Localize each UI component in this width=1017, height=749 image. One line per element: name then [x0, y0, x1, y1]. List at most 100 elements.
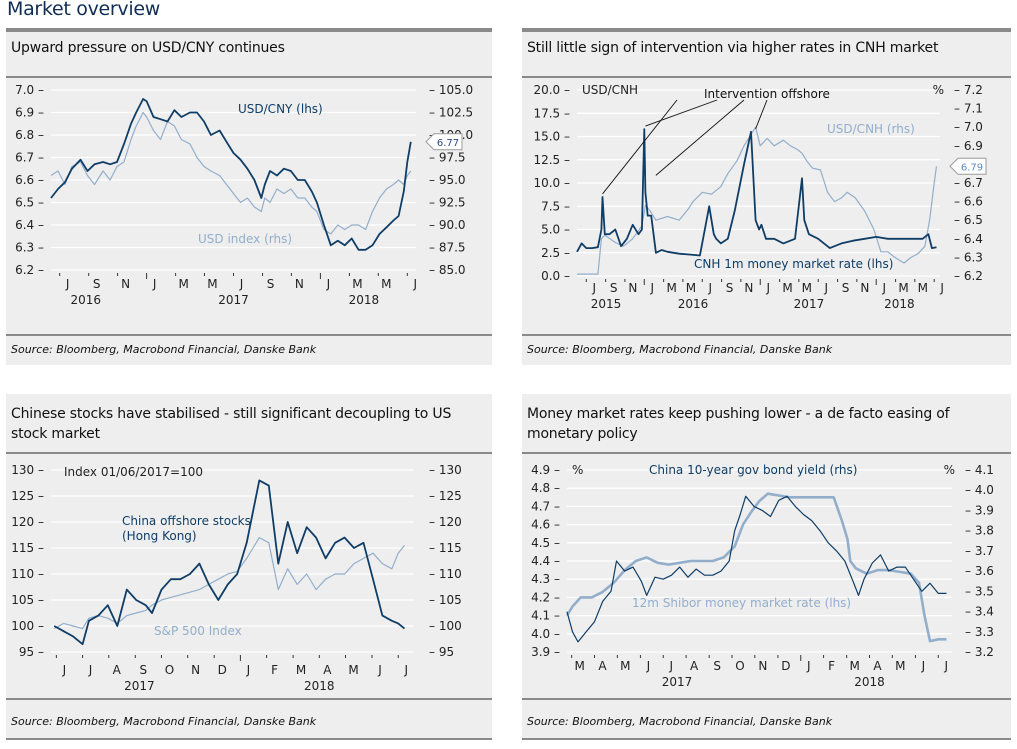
left-axis-tick-label: 17.5 – — [533, 106, 570, 120]
right-axis-tick-label: – 4.0 — [965, 483, 994, 497]
left-axis-tick-label: 4.1 – — [531, 609, 560, 623]
series-annotation: USD/CNH (rhs) — [827, 122, 915, 136]
x-tick-label: M — [381, 277, 391, 291]
series-line-cnh-1m-money-market-rate-lhs- — [576, 128, 937, 257]
x-tick-label: S — [610, 281, 618, 295]
series-annotation: China 10-year gov bond yield (rhs) — [649, 463, 857, 477]
series-annotation: USD index (rhs) — [198, 232, 292, 246]
x-tick-label: D — [781, 659, 790, 673]
x-tick-label: N — [744, 281, 753, 295]
x-tick-label: M — [898, 281, 908, 295]
chart-title: Still little sign of intervention via hi… — [527, 40, 939, 56]
x-tick-label: S — [713, 659, 721, 673]
right-axis-tick-label: – 90.0 — [429, 218, 466, 232]
title-divider — [522, 452, 1011, 454]
year-label: 2015 — [591, 297, 622, 311]
x-tick-label: A — [113, 663, 122, 677]
source-divider — [6, 698, 492, 700]
right-axis-tick-label: – 7.0 — [954, 120, 983, 134]
left-axis-tick-label: 6.8 – — [15, 128, 44, 142]
source-note: Source: Bloomberg, Macrobond Financial, … — [11, 715, 317, 728]
left-axis-tick-label: 20.0 – — [533, 83, 570, 97]
x-tick-label: J — [88, 663, 93, 677]
x-tick-label: M — [207, 277, 217, 291]
title-divider — [6, 452, 492, 454]
source-divider — [522, 698, 1011, 700]
x-tick-label: M — [296, 663, 306, 677]
chart-title: Upward pressure on USD/CNY continues — [11, 40, 285, 56]
left-axis-tick-label: 4.7 – — [531, 499, 560, 513]
left-axis-tick-label: 15.0 – — [533, 130, 570, 144]
x-tick-label: O — [165, 663, 174, 677]
panel-usdcny: Upward pressure on USD/CNY continues 6.2… — [6, 28, 492, 365]
page-title: Market overview — [7, 0, 160, 20]
x-tick-label: M — [574, 659, 584, 673]
right-axis-tick-label: – 3.3 — [965, 625, 994, 639]
source-note: Source: Bloomberg, Macrobond Financial, … — [527, 715, 833, 728]
x-tick-label: A — [323, 663, 332, 677]
year-label: 2016 — [70, 293, 101, 307]
year-label: 2018 — [854, 675, 885, 689]
chart-title: Money market rates keep pushing lower - … — [527, 406, 950, 442]
left-axis-tick-label: 95 – — [19, 645, 44, 659]
right-axis-tick-label: – 3.6 — [965, 564, 994, 578]
left-axis-tick-label: 12.5 – — [533, 153, 570, 167]
source-divider — [522, 334, 1011, 336]
left-axis-tick-label: 4.4 – — [531, 554, 560, 568]
right-axis-tick-label: – 6.2 — [954, 269, 983, 283]
right-axis-unit: % — [944, 463, 955, 477]
x-tick-label: M — [782, 281, 792, 295]
year-label: 2018 — [884, 297, 915, 311]
source-note: Source: Bloomberg, Macrobond Financial, … — [527, 343, 833, 356]
series-line-usd-cnh-rhs- — [577, 126, 938, 275]
x-tick-label: D — [218, 663, 227, 677]
left-axis-tick-label: 130 – — [11, 463, 44, 477]
end-value-label: 6.79 — [961, 162, 983, 173]
x-tick-label: N — [191, 663, 200, 677]
series-annotation: USD/CNY (lhs) — [238, 102, 323, 116]
left-axis-tick-label: 4.3 – — [531, 572, 560, 586]
chart-cnh: 0.0 – 2.5 – 5.0 – 7.5 – 10.0 – 12.5 – 15.0 – 17… — [533, 83, 987, 311]
x-tick-label: N — [628, 281, 637, 295]
x-tick-label: J — [403, 663, 408, 677]
x-tick-label: J — [806, 659, 811, 673]
right-axis-tick-label: – 85.0 — [429, 263, 466, 277]
year-label: 2016 — [678, 297, 709, 311]
right-axis-tick-label: – 3.7 — [965, 544, 994, 558]
series-line-12m-shibor-money-market-rate-lhs- — [565, 492, 947, 643]
x-tick-label: J — [239, 277, 244, 291]
intervention-pointer — [602, 99, 678, 195]
right-axis-tick-label: – 110 — [429, 567, 462, 581]
right-axis-tick-label: – 6.7 — [954, 176, 983, 190]
left-axis-tick-label: 120 – — [11, 515, 44, 529]
series-line-china-10-year-gov-bond-yield-rhs- — [566, 495, 947, 643]
right-axis-unit: % — [933, 83, 944, 97]
x-tick-label: N — [121, 277, 130, 291]
left-axis-tick-label: 7.0 – — [15, 83, 44, 97]
x-tick-label: M — [802, 281, 812, 295]
left-axis-tick-label: 10.0 – — [533, 176, 570, 190]
left-axis-tick-label: 4.5 – — [531, 536, 560, 550]
right-axis-tick-label: – 4.1 — [965, 463, 994, 477]
chart-title: Chinese stocks have stabilised - still s… — [11, 406, 452, 442]
series-annotation: 12m Shibor money market rate (lhs) — [632, 596, 851, 610]
year-label: 2017 — [662, 675, 693, 689]
left-axis-unit: % — [572, 463, 583, 477]
x-tick-label: S — [726, 281, 734, 295]
right-axis-tick-label: – 7.2 — [954, 83, 983, 97]
series-line-china-offshore-stocks-hong-kong- — [53, 479, 406, 646]
year-label: 2017 — [794, 297, 825, 311]
title-divider — [6, 76, 492, 78]
right-axis-tick-label: – 3.2 — [965, 645, 994, 659]
x-tick-label: A — [690, 659, 699, 673]
x-tick-label: J — [326, 277, 331, 291]
left-axis-tick-label: 6.3 – — [15, 241, 44, 255]
left-axis-tick-label: 5.0 – — [541, 223, 570, 237]
chart-stocks: 95 – 100 – 105 – 110 – 115 – 120 – 125 – 130 – –… — [11, 463, 462, 693]
intervention-pointer — [645, 99, 718, 127]
x-tick-label: S — [139, 663, 147, 677]
right-axis-tick-label: – 6.5 — [954, 213, 983, 227]
panel-cnh: Still little sign of intervention via hi… — [522, 28, 1011, 365]
chart-rates: 3.9 – 4.0 – 4.1 – 4.2 – 4.3 – 4.4 – 4.5 – 4.6 –… — [531, 463, 994, 689]
x-tick-label: F — [271, 663, 278, 677]
